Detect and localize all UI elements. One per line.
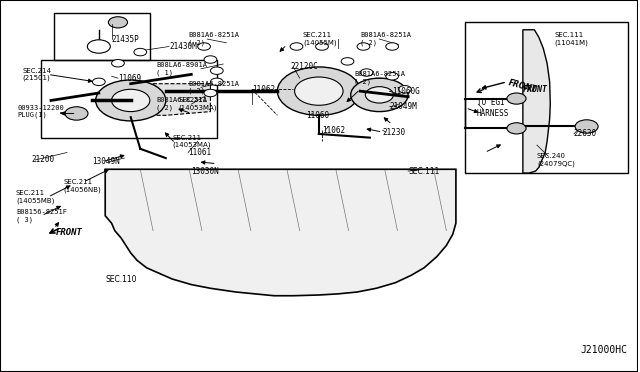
Text: 11069: 11069 — [118, 74, 141, 83]
Circle shape — [108, 17, 127, 28]
Circle shape — [134, 48, 147, 56]
Circle shape — [211, 78, 223, 86]
Text: 11062: 11062 — [252, 85, 275, 94]
Text: B08LA6-8901A
( 1): B08LA6-8901A ( 1) — [156, 62, 207, 76]
Circle shape — [365, 87, 394, 103]
Text: 11060: 11060 — [306, 111, 329, 120]
Circle shape — [95, 80, 166, 121]
Circle shape — [399, 86, 412, 93]
Circle shape — [65, 107, 88, 120]
Circle shape — [211, 67, 223, 74]
Text: FRONT: FRONT — [56, 228, 83, 237]
Circle shape — [386, 73, 399, 80]
Polygon shape — [105, 169, 456, 296]
Circle shape — [204, 56, 217, 63]
Circle shape — [290, 43, 303, 50]
Circle shape — [294, 77, 343, 105]
Text: SEC.110: SEC.110 — [105, 275, 137, 283]
Polygon shape — [111, 84, 211, 115]
Text: B081A6-8251A
( 2): B081A6-8251A ( 2) — [156, 97, 207, 111]
Text: SEC.211
(14053MA): SEC.211 (14053MA) — [179, 97, 217, 111]
Text: SEC.240
(24079QC): SEC.240 (24079QC) — [537, 153, 575, 167]
Text: SEC.211
(14053MA): SEC.211 (14053MA) — [172, 135, 211, 148]
Circle shape — [360, 69, 373, 76]
Text: 21230: 21230 — [383, 128, 406, 137]
Circle shape — [204, 89, 217, 97]
Text: 13030N: 13030N — [191, 167, 219, 176]
Circle shape — [111, 89, 150, 112]
Bar — [465, 22, 628, 173]
Text: B081A6-8251A
( 2): B081A6-8251A ( 2) — [188, 81, 239, 94]
Circle shape — [92, 78, 105, 86]
Circle shape — [507, 93, 526, 104]
Circle shape — [316, 43, 328, 50]
Text: 21435P: 21435P — [111, 35, 140, 44]
Text: SEC.211
(14055M): SEC.211 (14055M) — [303, 32, 337, 46]
Text: 21430M: 21430M — [169, 42, 196, 51]
Circle shape — [357, 43, 370, 50]
Text: SEC.214
(21501): SEC.214 (21501) — [22, 68, 51, 81]
Circle shape — [111, 60, 124, 67]
Circle shape — [198, 43, 211, 50]
Text: 21049M: 21049M — [389, 102, 417, 110]
Circle shape — [386, 43, 399, 50]
Text: 11060G: 11060G — [392, 87, 420, 96]
Text: B081A6-8251A
( 2): B081A6-8251A ( 2) — [188, 32, 239, 46]
Polygon shape — [523, 30, 550, 173]
Circle shape — [277, 67, 360, 115]
Circle shape — [351, 78, 408, 112]
Text: SEC.111
(11041M): SEC.111 (11041M) — [555, 32, 589, 46]
Text: SEC.111: SEC.111 — [408, 167, 440, 176]
Circle shape — [341, 58, 354, 65]
Text: SEC.211
(14056NB): SEC.211 (14056NB) — [64, 179, 102, 193]
Bar — [42, 60, 217, 138]
Bar — [54, 13, 150, 60]
Text: J21000HC: J21000HC — [580, 345, 627, 355]
Circle shape — [87, 40, 110, 53]
Text: SEC.211
(14055MB): SEC.211 (14055MB) — [16, 190, 54, 204]
Text: 22630: 22630 — [574, 129, 597, 138]
Text: TO EGI
HARNESS: TO EGI HARNESS — [477, 98, 509, 118]
Circle shape — [507, 123, 526, 134]
Text: FRONT: FRONT — [523, 85, 548, 94]
Text: FRONT: FRONT — [508, 78, 538, 94]
Text: 22120C: 22120C — [290, 62, 318, 71]
Text: B08156-8251F
( 3): B08156-8251F ( 3) — [16, 209, 67, 222]
Text: 11061: 11061 — [188, 148, 211, 157]
Text: 13049N: 13049N — [92, 157, 120, 166]
Text: 00933-12200
PLUG(1): 00933-12200 PLUG(1) — [17, 105, 64, 118]
Text: 11062: 11062 — [322, 126, 345, 135]
Text: B081A6-8251A
( 2): B081A6-8251A ( 2) — [354, 71, 405, 85]
Text: B081A6-8251A
( 2): B081A6-8251A ( 2) — [360, 32, 412, 46]
Circle shape — [575, 120, 598, 133]
Text: 21200: 21200 — [32, 155, 55, 164]
